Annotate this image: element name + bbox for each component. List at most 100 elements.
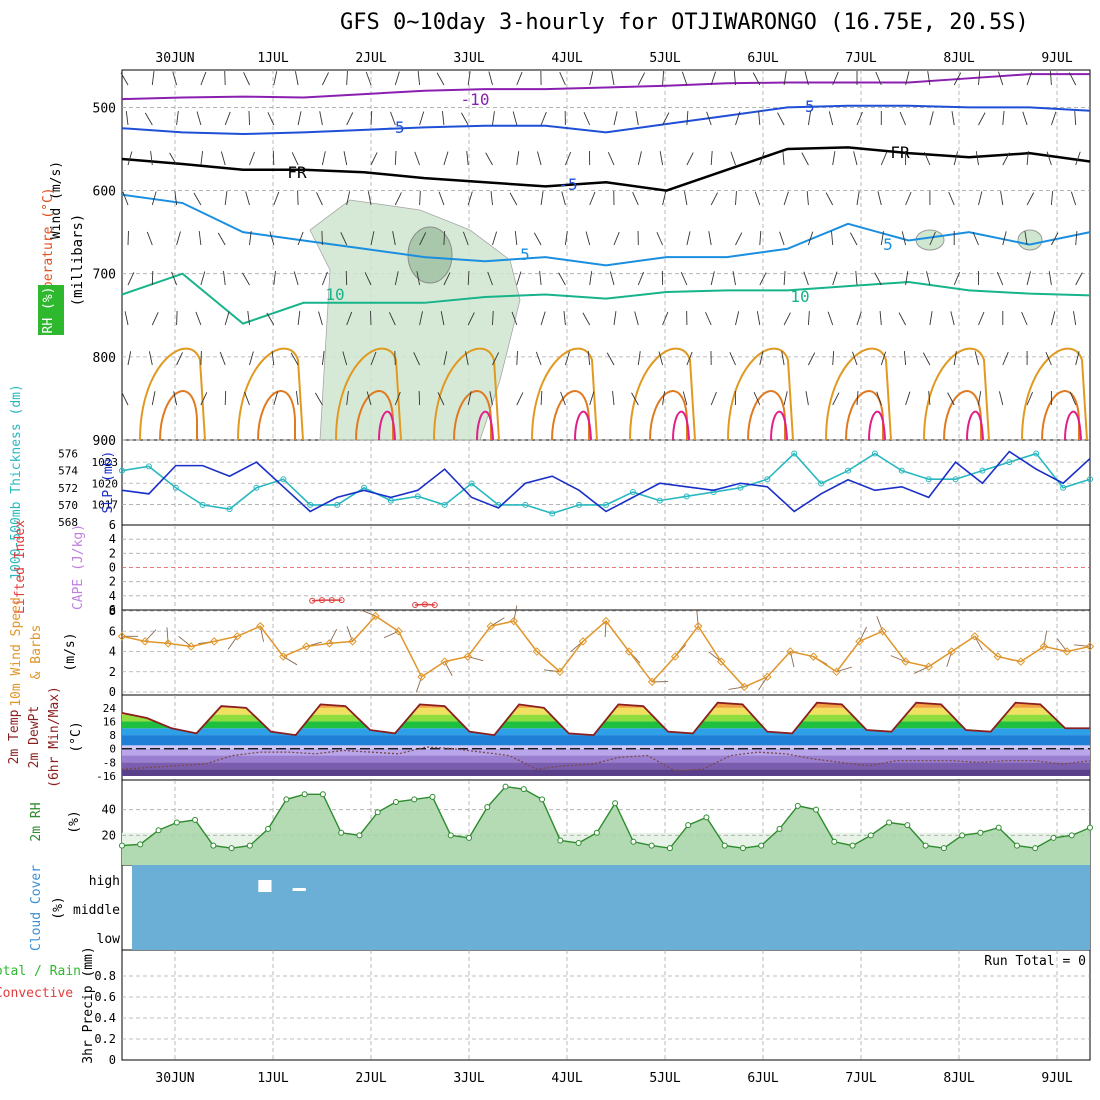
wind-barb <box>219 351 226 366</box>
wind-barb <box>587 351 591 366</box>
rh2m-marker <box>849 842 856 849</box>
wind10m-marker <box>855 637 864 646</box>
wind10m-marker <box>993 652 1003 661</box>
rh2m-marker <box>283 796 290 803</box>
temp-contour-5 <box>121 193 1091 267</box>
wind-tick-label: 2 <box>109 665 116 679</box>
wind-barb <box>346 391 349 406</box>
temp-tick-label: 16 <box>103 715 116 728</box>
wind-barb <box>759 272 767 286</box>
temp-contour--10 <box>121 73 1090 101</box>
wind-barb <box>662 311 669 326</box>
wind-barb <box>321 151 326 166</box>
temp-tick-label: 24 <box>103 702 117 715</box>
wind-barb <box>394 391 401 406</box>
rh2m-marker <box>228 845 235 852</box>
wind-barb <box>876 391 882 406</box>
rh2m-marker <box>813 806 820 813</box>
wind-barb <box>488 71 493 86</box>
contour-label: -5 <box>795 97 814 116</box>
wind-barb <box>831 231 834 246</box>
thickness-line-marker <box>522 501 529 508</box>
panel-frame-precip <box>121 949 1091 1061</box>
wind10m-marker <box>463 652 472 661</box>
wind-barb <box>1026 71 1033 86</box>
wind10m-marker <box>117 632 127 641</box>
wind-barb <box>877 191 882 206</box>
precip-legend-total: Total / Rain <box>0 964 81 979</box>
wind-barb <box>224 191 228 206</box>
cloud-cover-fill <box>132 865 1090 950</box>
rh2m-marker <box>776 825 783 832</box>
thickness-line-marker <box>1033 450 1040 457</box>
wind-barb <box>953 151 959 166</box>
wind10m-marker <box>624 647 634 656</box>
date-label-top: 4JUL <box>551 51 582 66</box>
thickness-line-marker <box>253 484 260 491</box>
wind-barb <box>978 71 981 86</box>
wind-barb <box>319 111 323 126</box>
y-tick-label: 500 <box>93 101 116 116</box>
wind-barb <box>806 191 809 206</box>
wind-barb <box>195 311 202 326</box>
wind-barb <box>127 272 135 286</box>
wind-barb <box>783 71 787 86</box>
wind-barb <box>217 232 226 246</box>
wind10m-marker <box>440 657 449 666</box>
thickness-tick-label: 574 <box>58 465 78 478</box>
wind-barb <box>589 71 594 86</box>
temp-contour-FR <box>121 146 1091 192</box>
wind-barb <box>293 271 299 286</box>
wind10m-marker <box>509 616 519 626</box>
wind-barb <box>856 311 862 326</box>
rh2m-marker <box>867 832 874 839</box>
rh2m-marker <box>539 796 546 803</box>
lifted-index-marker <box>421 601 428 608</box>
wind10m-marker <box>924 662 933 671</box>
lifted-index-marker <box>309 597 316 604</box>
temp-contour-20 <box>649 390 688 441</box>
thickness-tick-label: 572 <box>58 482 78 495</box>
wind-barb <box>583 112 591 126</box>
li-tick-label: 4 <box>109 532 116 546</box>
wind-barb <box>564 351 570 366</box>
wind-barb <box>609 271 615 286</box>
date-label-bottom: 5JUL <box>649 1071 680 1086</box>
wind-barb <box>196 111 202 126</box>
wind10m-marker <box>809 652 818 661</box>
wind-barb <box>273 271 276 286</box>
rh2m-marker <box>429 793 436 800</box>
wind-barb <box>978 311 985 326</box>
rh2m-marker <box>685 822 692 829</box>
wind-barb <box>417 71 421 86</box>
wind-barb <box>1073 311 1077 326</box>
temp-band <box>122 735 1090 746</box>
wind-barb <box>297 231 304 246</box>
date-label-bottom: 9JUL <box>1041 1071 1072 1086</box>
wind-barb <box>467 312 475 326</box>
wind-barb <box>880 151 888 166</box>
wind-barb <box>589 271 593 286</box>
wind-barb <box>632 192 639 206</box>
wind-barb <box>613 111 618 126</box>
cloud-gap <box>292 888 306 891</box>
wind-barb <box>388 312 396 326</box>
rh2m-marker <box>484 804 491 811</box>
wind-barb <box>176 231 181 246</box>
rh2m-marker <box>794 802 801 809</box>
rh2m-marker <box>246 842 253 849</box>
rh2m-marker <box>831 838 838 845</box>
thickness-line-marker <box>764 476 771 483</box>
wind-barb <box>390 111 396 126</box>
wind-barb <box>585 231 591 246</box>
rh-shading <box>915 229 945 251</box>
li-tick-label: 6 <box>109 603 116 617</box>
wind-barb <box>1050 191 1054 206</box>
wind-barb <box>466 151 469 166</box>
wind-barb <box>271 351 275 366</box>
date-label-top: 5JUL <box>649 51 680 66</box>
wind-barb <box>514 231 518 246</box>
temp-contour-25 <box>966 410 984 441</box>
wind-barb <box>662 191 667 206</box>
date-label-top: 1JUL <box>257 51 288 66</box>
